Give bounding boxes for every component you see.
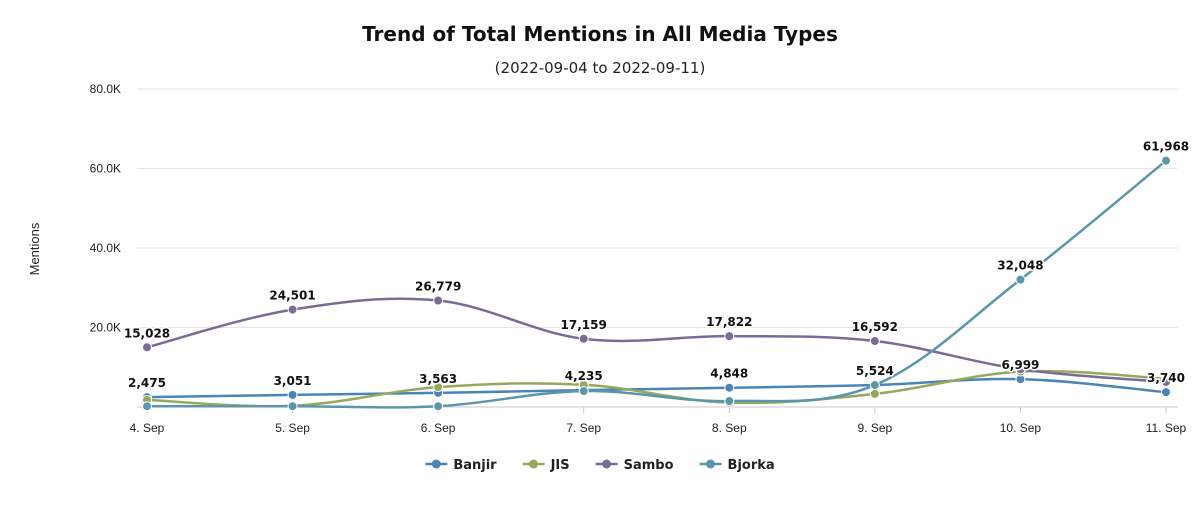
legend-label: Sambo — [624, 458, 674, 473]
data-label-bjorka: 32,048 — [997, 259, 1043, 273]
data-point-sambo[interactable] — [724, 331, 735, 342]
data-label-sambo: 17,159 — [561, 318, 607, 332]
y-tick-label: 40.0K — [90, 241, 121, 255]
data-point-bjorka[interactable] — [1015, 274, 1026, 285]
data-label-banjir: 5,524 — [856, 364, 894, 378]
legend-swatch-marker — [529, 459, 539, 469]
data-label-banjir: 3,051 — [274, 374, 312, 388]
data-point-banjir[interactable] — [724, 382, 735, 393]
legend-swatch-marker — [706, 459, 716, 469]
legend-item-banjir[interactable]: Banjir — [425, 458, 497, 473]
data-label-sambo: 16,592 — [852, 320, 898, 334]
legend-item-bjorka[interactable]: Bjorka — [699, 458, 775, 473]
data-point-sambo[interactable] — [869, 336, 880, 347]
data-labels: 2,475 3,051 3,563 4,235 4,848 5,524 6,999 3,740… — [122, 138, 1190, 391]
data-point-bjorka[interactable] — [433, 401, 444, 412]
legend-label: JIS — [550, 458, 570, 473]
x-tick-label: 4. Sep — [130, 421, 165, 435]
data-label-bjorka: 61,968 — [1143, 140, 1189, 154]
data-point-bjorka[interactable] — [578, 386, 589, 397]
data-label-banjir: 6,999 — [1001, 358, 1039, 372]
series-line-sambo — [145, 297, 1168, 384]
data-label-banjir: 4,235 — [565, 369, 603, 383]
data-point-bjorka[interactable] — [869, 380, 880, 391]
series-bjorka — [142, 155, 1171, 412]
series-line-bjorka — [145, 159, 1168, 409]
y-tick-label: 80.0K — [90, 82, 121, 96]
y-tick-label: 20.0K — [90, 321, 121, 335]
legend-label: Banjir — [453, 458, 497, 473]
series-line-jis — [145, 369, 1168, 408]
x-tick-label: 10. Sep — [1000, 421, 1042, 435]
data-label-sambo: 15,028 — [124, 326, 170, 340]
data-point-jis[interactable] — [869, 388, 880, 399]
data-label-banjir: 3,563 — [419, 372, 457, 386]
legend-item-jis[interactable]: JIS — [522, 458, 570, 473]
chart-title: Trend of Total Mentions in All Media Typ… — [362, 22, 838, 46]
x-axis-ticks: 4. Sep 5. Sep 6. Sep 7. Sep 8. Sep 9. Sep 10. … — [130, 407, 1187, 435]
data-point-bjorka[interactable] — [287, 401, 298, 412]
data-label-sambo: 26,779 — [415, 280, 461, 294]
x-tick-label: 7. Sep — [566, 421, 601, 435]
data-point-bjorka[interactable] — [1161, 155, 1171, 166]
data-point-sambo[interactable] — [142, 342, 152, 353]
series-lines — [142, 155, 1171, 412]
data-label-banjir: 4,848 — [710, 367, 748, 381]
x-tick-label: 11. Sep — [1146, 421, 1187, 435]
y-axis-label: Mentions — [27, 222, 42, 275]
x-tick-label: 5. Sep — [275, 421, 310, 435]
legend-item-sambo[interactable]: Sambo — [595, 458, 674, 473]
y-axis-ticks: 20.0K 40.0K 60.0K 80.0K — [90, 82, 121, 335]
data-point-bjorka[interactable] — [142, 401, 152, 412]
series-line-banjir — [145, 377, 1168, 399]
data-point-sambo[interactable] — [1015, 364, 1026, 375]
data-point-bjorka[interactable] — [724, 396, 735, 407]
data-label-sambo: 24,501 — [269, 289, 315, 303]
legend: Banjir JIS Sambo Bjorka — [425, 458, 775, 473]
series-sambo — [142, 295, 1171, 387]
data-point-sambo[interactable] — [578, 333, 589, 344]
data-point-sambo[interactable] — [1161, 376, 1171, 387]
legend-swatch-marker — [431, 459, 441, 469]
legend-label: Bjorka — [728, 458, 775, 473]
data-label-banjir: 2,475 — [128, 376, 166, 390]
y-tick-label: 60.0K — [90, 162, 121, 176]
x-tick-label: 6. Sep — [421, 421, 456, 435]
legend-swatch-marker — [602, 459, 612, 469]
data-point-banjir[interactable] — [287, 389, 298, 400]
data-point-banjir[interactable] — [1161, 387, 1171, 398]
data-label-banjir: 3,740 — [1147, 371, 1185, 385]
data-point-sambo[interactable] — [433, 295, 444, 306]
x-tick-label: 8. Sep — [712, 421, 747, 435]
data-point-sambo[interactable] — [287, 304, 298, 315]
data-label-sambo: 17,822 — [706, 315, 752, 329]
data-point-jis[interactable] — [433, 382, 444, 393]
chart-subtitle: (2022-09-04 to 2022-09-11) — [495, 59, 706, 77]
x-tick-label: 9. Sep — [858, 421, 893, 435]
